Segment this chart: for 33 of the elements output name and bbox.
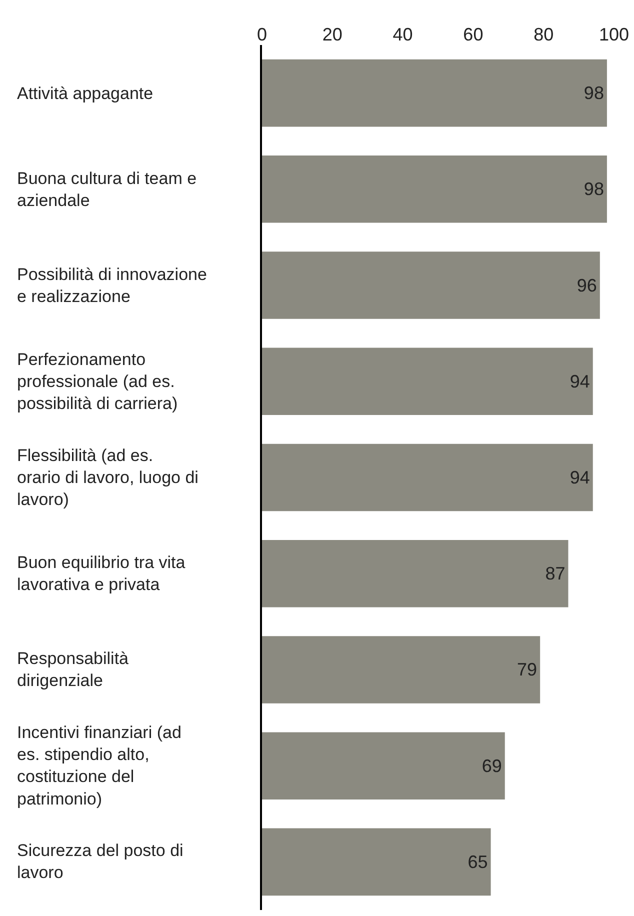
x-tick-label: 80 <box>534 24 554 44</box>
data-label: 98 <box>584 83 604 104</box>
data-label: 98 <box>584 179 604 200</box>
y-tick-label: Buona cultura di team e aziendale <box>17 169 197 210</box>
bar <box>262 348 593 416</box>
bar <box>262 252 600 319</box>
data-label: 87 <box>545 564 566 584</box>
data-label: 65 <box>468 852 488 872</box>
bar <box>262 444 593 512</box>
bar <box>262 636 540 704</box>
x-tick-label: 60 <box>463 24 484 44</box>
data-label: 94 <box>570 371 590 392</box>
x-tick-label: 40 <box>392 24 413 44</box>
y-tick-label: Flessibilità (ad es. orario di lavoro, luogo di lavoro) <box>17 446 198 510</box>
x-tick-label: 100 <box>598 24 630 44</box>
x-tick-label: 0 <box>256 24 268 44</box>
data-label: 94 <box>570 468 590 488</box>
y-tick-label: Incentivi finanziari (ad es. stipendio alto, costituzione del patrimonio) <box>17 723 182 808</box>
data-label: 69 <box>482 756 502 776</box>
x-tick-label: 20 <box>322 24 342 44</box>
y-tick-label: Perfezionamento professionale (ad es. possibilità di carriera) <box>17 350 178 414</box>
bar <box>262 540 568 608</box>
y-tick-label: Possibilità di innovazione e realizzazione <box>17 265 207 306</box>
bar <box>262 828 491 896</box>
y-tick-label: Buon equilibrio tra vita lavorativa e privata <box>17 553 186 594</box>
bar <box>262 732 505 800</box>
data-label: 96 <box>576 275 597 296</box>
bar <box>262 59 607 127</box>
data-label: 79 <box>517 660 538 680</box>
y-tick-label: Responsabilità dirigenziale <box>17 649 130 690</box>
y-tick-label: Attività appagante <box>17 84 154 103</box>
y-tick-label: Sicurezza del posto di lavoro <box>17 841 184 882</box>
bar <box>262 156 607 223</box>
